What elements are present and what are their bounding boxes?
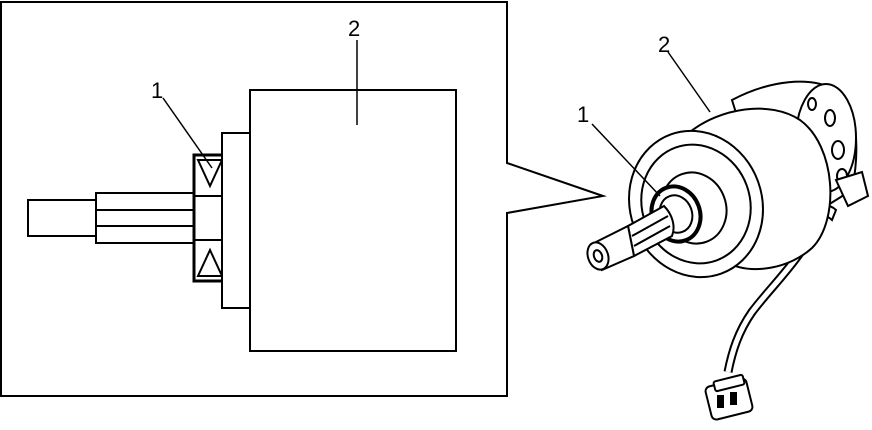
detail-bearing-race-bottom — [196, 247, 224, 277]
assembly-leader-1 — [591, 123, 661, 197]
assembly-mount-tab — [834, 170, 870, 208]
detail-bearing-race-top — [196, 159, 224, 189]
assembly-connector — [704, 373, 754, 421]
assembly-leader-2 — [667, 51, 711, 113]
detail-view — [0, 1, 607, 397]
assembly-view — [586, 51, 870, 421]
detail-motor-body — [249, 89, 457, 352]
detail-shaft-end — [27, 199, 103, 237]
detail-leader-1 — [162, 97, 213, 169]
assembly-callout-motor: 2 — [658, 32, 670, 57]
assembly-callout-bearing: 1 — [577, 102, 589, 127]
detail-callout-motor: 2 — [348, 16, 360, 41]
detail-callout-bearing: 1 — [151, 78, 163, 103]
detail-motor-flange — [221, 132, 251, 309]
